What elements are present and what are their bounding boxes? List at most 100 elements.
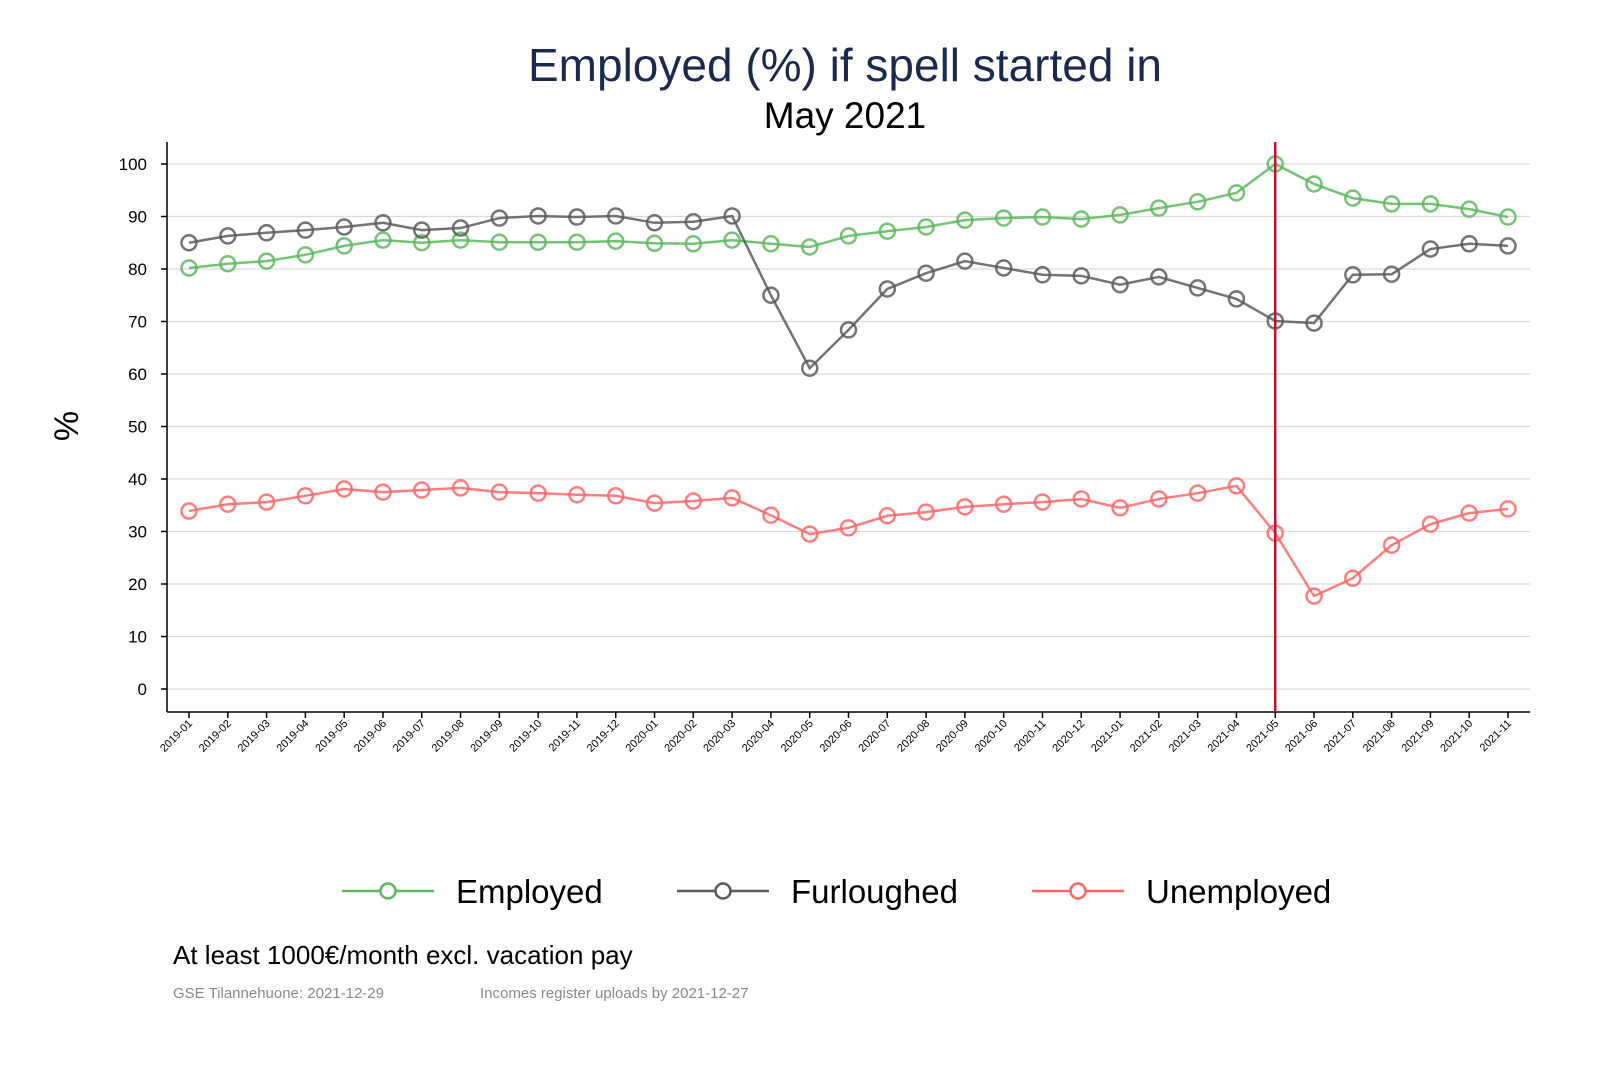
y-tick-label: 40 [128,470,147,489]
data-point [257,493,276,511]
x-tick-label: 2019-05 [313,718,350,755]
legend-item: Employed [342,873,603,910]
y-tick-label: 60 [128,365,147,384]
chart-subtitle: May 2021 [763,95,927,136]
y-tick-label: 50 [128,418,147,437]
data-point [994,259,1013,277]
x-tick-label: 2020-08 [895,718,932,755]
x-tick-label: 2020-01 [624,718,661,755]
y-tick-label: 90 [128,208,147,227]
x-tick-label: 2020-10 [973,718,1010,755]
data-point [1421,195,1440,213]
data-point [839,519,858,537]
data-point [296,246,315,264]
chart-title: Employed (%) if spell started in [527,39,1163,91]
data-point [917,264,935,282]
data-point [451,479,470,497]
x-tick-label: 2021-06 [1283,718,1320,755]
data-point [878,222,897,240]
x-tick-label: 2021-11 [1478,718,1514,754]
x-tick-label: 2021-03 [1167,718,1204,755]
data-point [1072,267,1091,285]
legend-marker [1069,882,1087,900]
data-point [1111,206,1129,224]
x-tick-label: 2021-05 [1244,718,1281,755]
data-point [1188,193,1207,211]
x-tick-label: 2021-02 [1128,718,1165,755]
data-point [180,502,198,520]
data-point [839,227,858,245]
x-tick-label: 2019-10 [507,718,544,755]
data-point [1499,237,1517,255]
data-point [490,209,509,227]
data-point [257,252,276,270]
x-tick-label: 2019-11 [547,718,583,754]
data-point [684,213,703,231]
data-point [1111,499,1129,517]
data-point [219,227,237,245]
data-point [335,237,353,255]
data-point [1382,195,1401,213]
data-point [1382,265,1401,283]
data-point [723,489,741,507]
x-tick-label: 2020-04 [740,718,777,755]
data-point [1033,208,1052,226]
data-point [413,221,431,239]
x-tick-label: 2021-01 [1089,718,1126,755]
series-unemployed [180,477,1517,605]
source-note-upload: Incomes register uploads by 2021-12-27 [480,985,749,1002]
data-point [1033,493,1052,511]
data-point [1460,235,1478,253]
data-point [1499,208,1517,226]
data-point [374,214,392,232]
data-point [568,486,586,504]
data-point [490,483,509,501]
data-point [529,233,547,251]
data-point [1227,184,1246,202]
data-point [1344,189,1362,207]
legend-marker [379,882,397,900]
data-point [606,487,625,505]
series-line [188,162,1509,270]
x-tick-label: 2020-09 [934,718,971,755]
x-tick-label: 2020-11 [1012,718,1048,754]
data-point [800,359,819,377]
x-tick-label: 2019-06 [352,718,389,755]
data-point [645,234,664,253]
data-point [529,207,547,225]
data-point [1305,587,1323,605]
data-point [529,484,547,502]
data-point [956,211,974,229]
data-point [723,207,741,225]
legend-item: Unemployed [1032,873,1331,910]
data-point [762,286,780,304]
source-note: GSE Tilannehuone: 2021-12-29 [173,985,384,1002]
data-point [800,238,819,256]
x-tick-label: 2020-07 [856,718,893,755]
data-point [219,255,237,273]
data-point [917,218,935,236]
data-point [762,506,780,524]
data-point [839,321,858,339]
data-point [490,233,509,251]
y-tick-label: 20 [128,575,147,594]
data-point [1150,490,1168,508]
x-tick-label: 2021-04 [1206,718,1243,755]
data-point [374,231,392,249]
data-point [1150,199,1168,217]
data-point [374,483,392,501]
data-point [800,525,819,543]
series-line [188,484,1509,598]
data-point [723,231,741,249]
data-point [1421,515,1440,533]
x-tick-label: 2019-12 [585,718,622,755]
x-tick-label: 2020-03 [701,718,738,755]
series-furloughed [180,207,1517,377]
x-tick-label: 2019-01 [158,718,195,755]
data-point [451,219,470,237]
data-point [917,503,935,521]
y-tick-label: 70 [128,313,147,332]
data-point [956,252,974,270]
legend-item: Furloughed [677,873,958,910]
data-point [1305,314,1323,332]
